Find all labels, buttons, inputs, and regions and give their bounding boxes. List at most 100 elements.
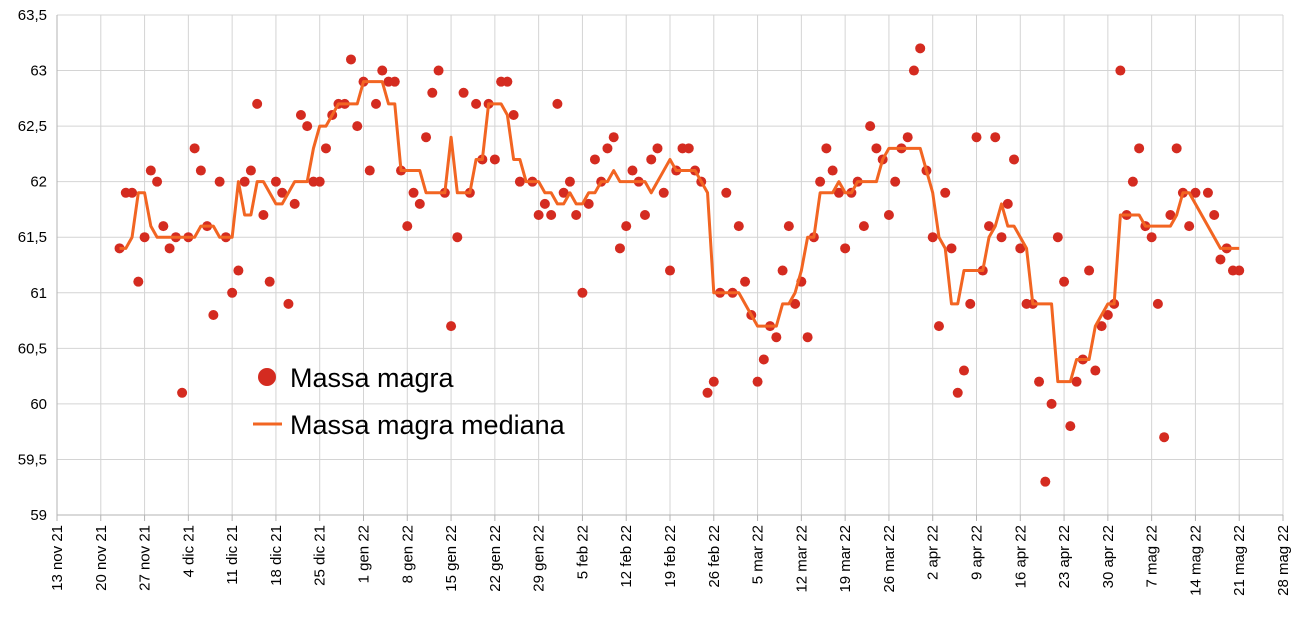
- point-massa-magra: [377, 65, 388, 76]
- point-massa-magra: [984, 221, 995, 232]
- x-tick-label: 30 apr 22: [1100, 525, 1117, 588]
- x-tick-label: 7 mag 22: [1144, 525, 1161, 588]
- point-massa-magra: [990, 132, 1001, 143]
- point-massa-magra: [1134, 143, 1145, 154]
- legend-label-massa-magra: Massa magra: [290, 363, 455, 393]
- point-massa-magra: [139, 232, 150, 243]
- point-massa-magra: [552, 98, 563, 109]
- point-massa-magra: [152, 176, 163, 187]
- point-massa-magra: [402, 221, 413, 232]
- point-massa-magra: [840, 243, 851, 254]
- point-massa-magra: [833, 187, 844, 198]
- point-massa-magra: [1059, 276, 1070, 287]
- point-massa-magra: [127, 187, 138, 198]
- point-massa-magra: [145, 165, 156, 176]
- point-massa-magra: [302, 121, 313, 132]
- point-massa-magra: [558, 187, 569, 198]
- point-massa-magra: [289, 198, 300, 209]
- point-massa-magra: [1002, 198, 1013, 209]
- point-massa-magra: [621, 221, 632, 232]
- point-massa-magra: [364, 165, 375, 176]
- point-massa-magra: [433, 65, 444, 76]
- point-massa-magra: [564, 176, 575, 187]
- point-massa-magra: [1065, 421, 1076, 432]
- point-massa-magra: [915, 43, 926, 54]
- point-massa-magra: [452, 232, 463, 243]
- x-tick-label: 23 apr 22: [1056, 525, 1073, 588]
- point-massa-magra: [927, 232, 938, 243]
- x-tick-label: 20 nov 21: [93, 525, 110, 591]
- point-massa-magra: [1090, 365, 1101, 376]
- point-massa-magra: [1152, 298, 1163, 309]
- point-massa-magra: [708, 376, 719, 387]
- point-massa-magra: [902, 132, 913, 143]
- point-massa-magra: [733, 221, 744, 232]
- point-massa-magra: [245, 165, 256, 176]
- point-massa-magra: [815, 176, 826, 187]
- point-massa-magra: [264, 276, 275, 287]
- point-massa-magra: [1159, 432, 1170, 443]
- point-massa-magra: [389, 76, 400, 87]
- x-tick-label: 26 mar 22: [881, 525, 898, 593]
- legend-label-massa-magra-mediana: Massa magra mediana: [290, 410, 566, 440]
- x-tick-label: 14 mag 22: [1187, 525, 1204, 596]
- x-tick-label: 15 gen 22: [443, 525, 460, 592]
- point-massa-magra: [627, 165, 638, 176]
- point-massa-magra: [1034, 376, 1045, 387]
- point-massa-magra: [646, 154, 657, 165]
- point-massa-magra: [758, 354, 769, 365]
- point-massa-magra: [777, 265, 788, 276]
- point-massa-magra: [965, 298, 976, 309]
- point-massa-magra: [539, 198, 550, 209]
- y-tick-label: 59: [30, 507, 47, 524]
- point-massa-magra: [702, 387, 713, 398]
- point-massa-magra: [427, 87, 438, 98]
- point-massa-magra: [227, 287, 238, 298]
- legend-marker-massa-magra: [258, 368, 276, 386]
- x-tick-label: 28 mag 22: [1275, 525, 1292, 596]
- y-tick-label: 62: [30, 174, 47, 191]
- x-tick-label: 18 dic 21: [268, 525, 285, 586]
- point-massa-magra: [371, 98, 382, 109]
- point-massa-magra: [639, 210, 650, 220]
- point-massa-magra: [508, 110, 519, 120]
- point-massa-magra: [1190, 187, 1201, 198]
- point-massa-magra: [177, 387, 188, 398]
- x-tick-label: 19 mar 22: [837, 525, 854, 593]
- point-massa-magra: [683, 143, 694, 154]
- point-massa-magra: [1115, 65, 1126, 76]
- y-tick-label: 60: [30, 396, 47, 413]
- point-massa-magra: [252, 98, 263, 109]
- point-massa-magra: [320, 143, 331, 154]
- y-tick-label: 63: [30, 63, 47, 80]
- point-massa-magra: [1184, 221, 1195, 232]
- point-massa-magra: [1009, 154, 1020, 165]
- y-tick-label: 61: [30, 285, 47, 302]
- point-massa-magra: [608, 132, 619, 143]
- point-massa-magra: [471, 98, 482, 109]
- point-massa-magra: [458, 87, 469, 98]
- point-massa-magra: [352, 121, 363, 132]
- y-tick-label: 60,5: [18, 340, 47, 357]
- point-massa-magra: [571, 210, 582, 220]
- point-massa-magra: [1015, 243, 1026, 254]
- point-massa-magra: [270, 176, 281, 187]
- point-massa-magra: [827, 165, 838, 176]
- y-tick-label: 59,5: [18, 451, 47, 468]
- point-massa-magra: [1234, 265, 1245, 276]
- point-massa-magra: [546, 210, 557, 220]
- point-massa-magra: [1084, 265, 1095, 276]
- point-massa-magra: [752, 376, 763, 387]
- point-massa-magra: [614, 243, 625, 254]
- point-massa-magra: [871, 143, 882, 154]
- point-massa-magra: [1165, 210, 1176, 220]
- point-massa-magra: [946, 243, 957, 254]
- point-massa-magra: [408, 187, 419, 198]
- point-massa-magra: [1071, 376, 1082, 387]
- point-massa-magra: [890, 176, 901, 187]
- point-massa-magra: [952, 387, 963, 398]
- point-massa-magra: [583, 198, 594, 209]
- point-massa-magra: [502, 76, 513, 87]
- x-tick-label: 27 nov 21: [137, 525, 154, 591]
